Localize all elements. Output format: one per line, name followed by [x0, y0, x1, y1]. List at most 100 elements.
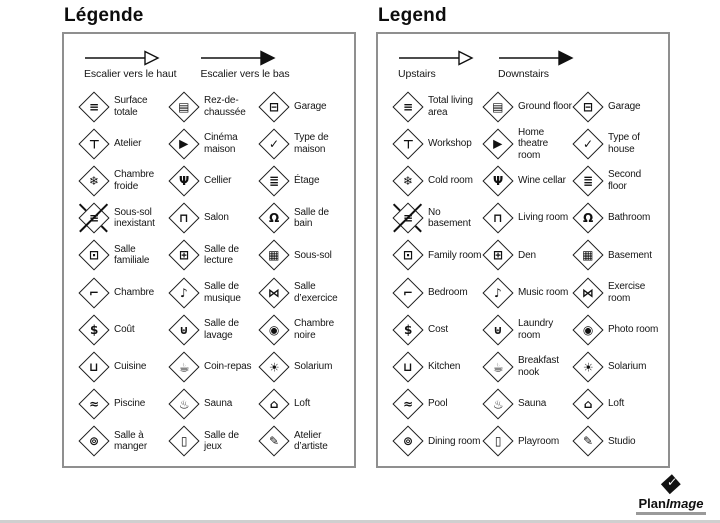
diamond-outline: ▦	[571, 239, 604, 271]
diamond-outline: ☕	[167, 351, 200, 383]
legend-item-loft: ⌂ Loft	[257, 386, 348, 423]
legend-item-label: Total living area	[428, 95, 473, 118]
cellier-icon: Ψ	[167, 165, 200, 197]
icon-glyph: ▦	[581, 248, 594, 263]
legend-item-ground-floor: ▤ Ground floor	[481, 88, 572, 125]
stair-arrow-filled: Escalier vers le bas	[200, 50, 290, 80]
legend-item-photo-room: ◉ Photo room	[571, 311, 662, 348]
icon-glyph: ❄	[402, 173, 413, 188]
diamond-outline: ≈	[77, 388, 110, 420]
legend-item-dining-room: ⊚ Dining room	[391, 423, 482, 460]
legend-item-coin-repas: ☕ Coin-repas	[167, 348, 258, 385]
legend-item-label: Salle de lavage	[204, 318, 239, 341]
legend-item-label: No basement	[428, 206, 471, 230]
legend-item-label: Breakfast nook	[518, 355, 559, 378]
icon-glyph: ≡	[402, 211, 413, 226]
legend-item-cost: $ Cost	[391, 311, 482, 348]
icon-glyph: ✓	[582, 136, 593, 151]
diamond-outline: ≡	[77, 91, 110, 123]
etage-icon: ≣	[257, 165, 290, 197]
wine-cellar-icon: Ψ	[481, 165, 514, 197]
cuisine-icon: ⊔	[77, 351, 110, 383]
icon-glyph: $	[403, 322, 412, 337]
planimage-logo-text: PlanImage	[638, 496, 704, 511]
legend-grid: ≡ Surface totale ▤ Rez-de-chaussée ⊟ Garage ⊤ A…	[77, 88, 348, 460]
legend-item-label: Coin-repas	[204, 361, 252, 373]
second-floor-icon: ≣	[571, 165, 604, 197]
icon-glyph: ⊤	[402, 136, 413, 151]
legend-item-label: Laundry room	[518, 318, 554, 341]
diamond-outline: ▶	[167, 128, 200, 160]
legend-panel-english: Legend Upstairs Downstairs ≡ Total living …	[376, 0, 670, 468]
icon-glyph: ⊓	[492, 211, 503, 226]
legend-item-wine-cellar: Ψ Wine cellar	[481, 162, 572, 199]
legend-item-label: Atelier	[114, 138, 142, 150]
pool-icon: ≈	[391, 388, 424, 420]
legend-item-second-floor: ≣ Second floor	[571, 162, 662, 199]
icon-glyph: ☀	[582, 359, 593, 374]
legend-item-loft: ⌂ Loft	[571, 386, 662, 423]
legend-item-label: Dining room	[428, 435, 481, 447]
living-room-icon: ⊓	[481, 202, 514, 234]
diamond-outline: ✎	[257, 425, 290, 457]
garage-icon: ⊟	[571, 91, 604, 123]
legend-item-cold-room: ❄ Cold room	[391, 162, 482, 199]
legend-item-label: Den	[518, 249, 536, 261]
icon-glyph: ⊡	[402, 248, 413, 263]
legend-item-cinema-maison: ▶ Cinéma maison	[167, 125, 258, 162]
legend-item-label: Solarium	[608, 361, 647, 373]
icon-glyph: ⊞	[492, 248, 503, 263]
legend-item-sous-sol: ▦ Sous-sol	[257, 237, 348, 274]
legend-item-label: Coût	[114, 323, 135, 335]
icon-glyph: ☕	[492, 359, 503, 374]
diamond-outline: ◉	[257, 314, 290, 346]
salle-de-musique-icon: ♪	[167, 276, 200, 309]
icon-glyph: ▶	[492, 136, 503, 151]
legend-item-label: Salle d’exercice	[294, 281, 338, 304]
home-theatre-room-icon: ▶	[481, 128, 514, 160]
legend-item-laundry-room: ⊎ Laundry room	[481, 311, 572, 348]
icon-glyph: ☀	[268, 359, 279, 374]
logo-check-icon: ✓	[666, 475, 678, 489]
legend-item-salle-familiale: ⊡ Salle familiale	[77, 237, 168, 274]
rez-de-chaussee-icon: ▤	[167, 91, 200, 123]
icon-glyph: ≣	[268, 173, 279, 188]
diamond-outline: ☕	[481, 351, 514, 383]
music-room-icon: ♪	[481, 276, 514, 309]
diamond-outline: ⊓	[481, 202, 514, 234]
icon-glyph: ◉	[582, 322, 593, 337]
diamond-outline: ✓	[571, 128, 604, 160]
arrow-open-icon	[85, 50, 160, 66]
stair-arrow-label: Escalier vers le bas	[200, 68, 290, 80]
diamond-outline: ❄	[391, 165, 424, 197]
piscine-icon: ≈	[77, 388, 110, 420]
legend-item-label: Cuisine	[114, 361, 147, 373]
diamond-outline: ▯	[481, 425, 514, 457]
diamond-outline: Ω	[571, 202, 604, 234]
legend-item-label: Pool	[428, 398, 448, 410]
legend-item-home-theatre-room: ▶ Home theatre room	[481, 125, 572, 162]
icon-glyph: ▤	[177, 99, 190, 114]
no-basement-icon: ≡	[391, 202, 424, 234]
diamond-outline: ≡	[77, 202, 110, 234]
legend-item-label: Cost	[428, 323, 448, 335]
legend-item-music-room: ♪ Music room	[481, 274, 572, 311]
legend-item-label: Salle familiale	[114, 243, 150, 267]
legend-item-etage: ≣ Étage	[257, 162, 348, 199]
legend-item-atelier-d-artiste: ✎ Atelier d’artiste	[257, 423, 348, 460]
legend-item-cuisine: ⊔ Cuisine	[77, 348, 168, 385]
arrows-row: Upstairs Downstairs	[398, 50, 662, 80]
type-de-maison-icon: ✓	[257, 128, 290, 160]
diamond-outline: ▦	[257, 239, 290, 271]
icon-glyph: ⊟	[582, 99, 593, 114]
legend-item-surface-totale: ≡ Surface totale	[77, 88, 168, 125]
icon-glyph: ♪	[179, 285, 188, 300]
chambre-noire-icon: ◉	[257, 314, 290, 346]
icon-glyph: $	[89, 322, 98, 337]
icon-glyph: ≡	[88, 99, 99, 114]
legend-item-chambre: ⌐ Chambre	[77, 274, 168, 311]
diamond-outline: ⊎	[167, 314, 200, 346]
legend-item-bathroom: Ω Bathroom	[571, 200, 662, 237]
icon-glyph: ✎	[582, 434, 593, 449]
arrow-filled-icon	[499, 50, 574, 66]
